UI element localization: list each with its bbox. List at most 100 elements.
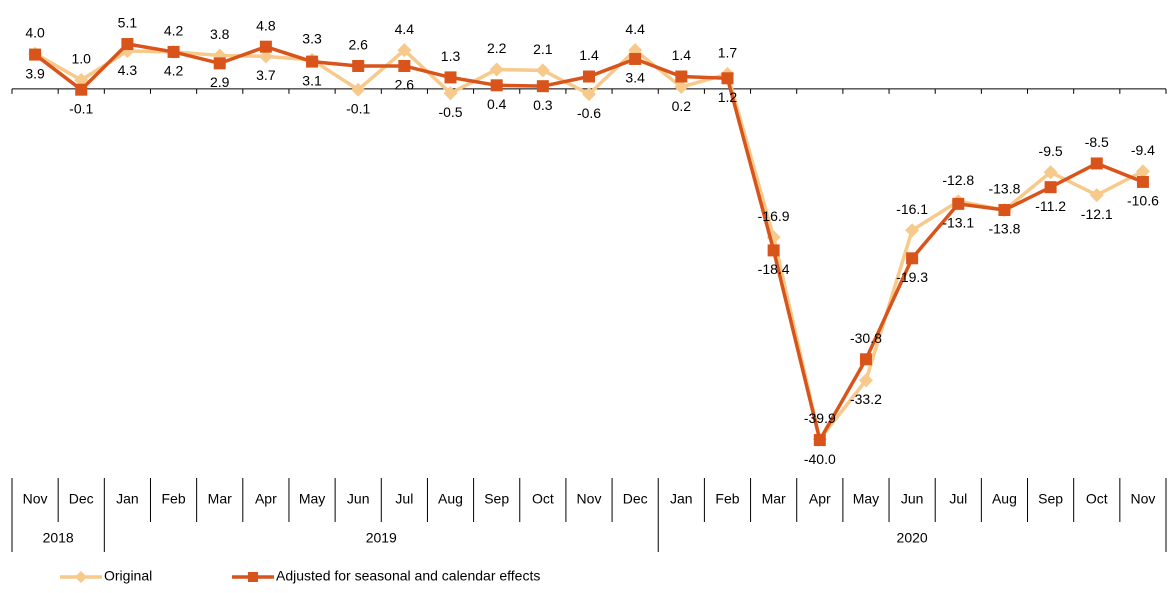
data-label: -12.8 (942, 172, 974, 188)
data-label: 3.7 (256, 67, 276, 83)
x-tick-label: Jul (395, 491, 413, 507)
point-marker (1043, 165, 1058, 180)
x-tick-label: Feb (161, 491, 185, 507)
point-marker (905, 223, 920, 238)
data-label: 2.9 (210, 74, 230, 90)
point-marker (767, 244, 780, 257)
point-marker (398, 59, 411, 72)
data-label: -11.2 (1035, 198, 1066, 214)
x-group-label: 2020 (897, 530, 928, 546)
point-marker (813, 434, 826, 447)
data-label: 1.4 (672, 47, 692, 63)
point-marker (858, 373, 873, 388)
data-label: 0.2 (672, 98, 692, 114)
point-marker (721, 72, 734, 85)
data-label: 4.3 (118, 62, 138, 78)
x-tick-label: Jan (116, 491, 139, 507)
point-marker (906, 252, 919, 265)
data-label: -13.1 (942, 215, 974, 231)
data-label: -13.8 (988, 181, 1020, 197)
data-label: 1.4 (579, 47, 599, 63)
x-tick-label: Aug (992, 491, 1017, 507)
x-tick-label: Nov (577, 491, 602, 507)
x-tick-label: May (299, 491, 325, 507)
data-label: 4.4 (625, 21, 645, 37)
data-label: -12.1 (1081, 206, 1113, 222)
data-label: -9.5 (1039, 143, 1063, 159)
data-label: -30.8 (850, 330, 882, 346)
data-label: 2.1 (533, 41, 553, 57)
x-tick-label: Jun (347, 491, 370, 507)
data-label: -0.1 (69, 100, 93, 116)
x-tick-label: Oct (532, 491, 554, 507)
data-label: -9.4 (1131, 142, 1155, 158)
x-tick-label: Jan (670, 491, 693, 507)
x-tick-label: Jun (901, 491, 924, 507)
x-tick-label: Nov (23, 491, 48, 507)
data-label: -13.8 (988, 221, 1020, 237)
data-label: 2.2 (487, 40, 507, 56)
x-tick-label: Apr (809, 491, 831, 507)
point-marker (352, 59, 365, 72)
x-tick-label: Mar (762, 491, 786, 507)
data-label: -18.4 (758, 261, 790, 277)
point-marker (1090, 157, 1103, 170)
point-marker (443, 86, 458, 101)
data-label: 4.4 (395, 21, 415, 37)
data-label: 3.3 (302, 31, 322, 47)
data-label: 3.4 (625, 70, 645, 86)
x-tick-label: Apr (255, 491, 277, 507)
point-marker (121, 38, 134, 51)
data-label: 4.2 (164, 23, 184, 39)
data-label: -19.3 (896, 269, 928, 285)
point-marker (535, 63, 550, 78)
point-marker (167, 45, 180, 58)
x-tick-label: Nov (1130, 491, 1155, 507)
point-marker (29, 48, 42, 61)
x-tick-label: Aug (438, 491, 463, 507)
x-tick-label: Sep (1038, 491, 1063, 507)
point-marker (258, 49, 273, 64)
point-marker (582, 87, 596, 102)
legend-label: Original (104, 568, 152, 584)
legend-marker (75, 571, 87, 583)
point-marker (74, 73, 89, 88)
data-label: -39.9 (804, 410, 836, 426)
data-label: 2.6 (348, 37, 368, 53)
x-group-label: 2018 (43, 530, 74, 546)
data-label: 2.6 (395, 77, 415, 93)
point-marker (1044, 181, 1057, 194)
data-label: -0.5 (438, 104, 462, 120)
data-label: -0.1 (346, 100, 370, 116)
series-line (34, 42, 1144, 445)
data-label: 4.2 (164, 63, 184, 79)
point-marker (859, 353, 872, 366)
data-label: 1.2 (718, 89, 738, 105)
data-label: 5.1 (118, 15, 138, 31)
data-label: 4.0 (25, 24, 45, 40)
data-label: 3.1 (302, 72, 322, 88)
data-label: 3.8 (210, 26, 230, 42)
data-label: 4.8 (256, 17, 276, 33)
legend-label: Adjusted for seasonal and calendar effec… (276, 568, 540, 584)
data-label: 1.7 (718, 45, 738, 61)
x-tick-label: Sep (484, 491, 509, 507)
data-label: -8.5 (1085, 134, 1109, 150)
data-label: 1.3 (441, 48, 461, 64)
x-tick-label: Jul (949, 491, 967, 507)
point-marker (306, 55, 319, 68)
data-label: 1.0 (72, 51, 92, 67)
data-label: 3.9 (25, 65, 45, 81)
point-marker (536, 80, 549, 93)
point-marker (490, 79, 503, 92)
point-marker (213, 57, 226, 70)
point-marker (674, 80, 689, 95)
point-marker (489, 62, 504, 77)
x-tick-label: Feb (715, 491, 739, 507)
x-tick-label: Dec (69, 491, 94, 507)
x-tick-label: Mar (208, 491, 232, 507)
point-marker (75, 83, 88, 96)
legend-marker (248, 572, 258, 582)
point-marker (259, 40, 272, 53)
